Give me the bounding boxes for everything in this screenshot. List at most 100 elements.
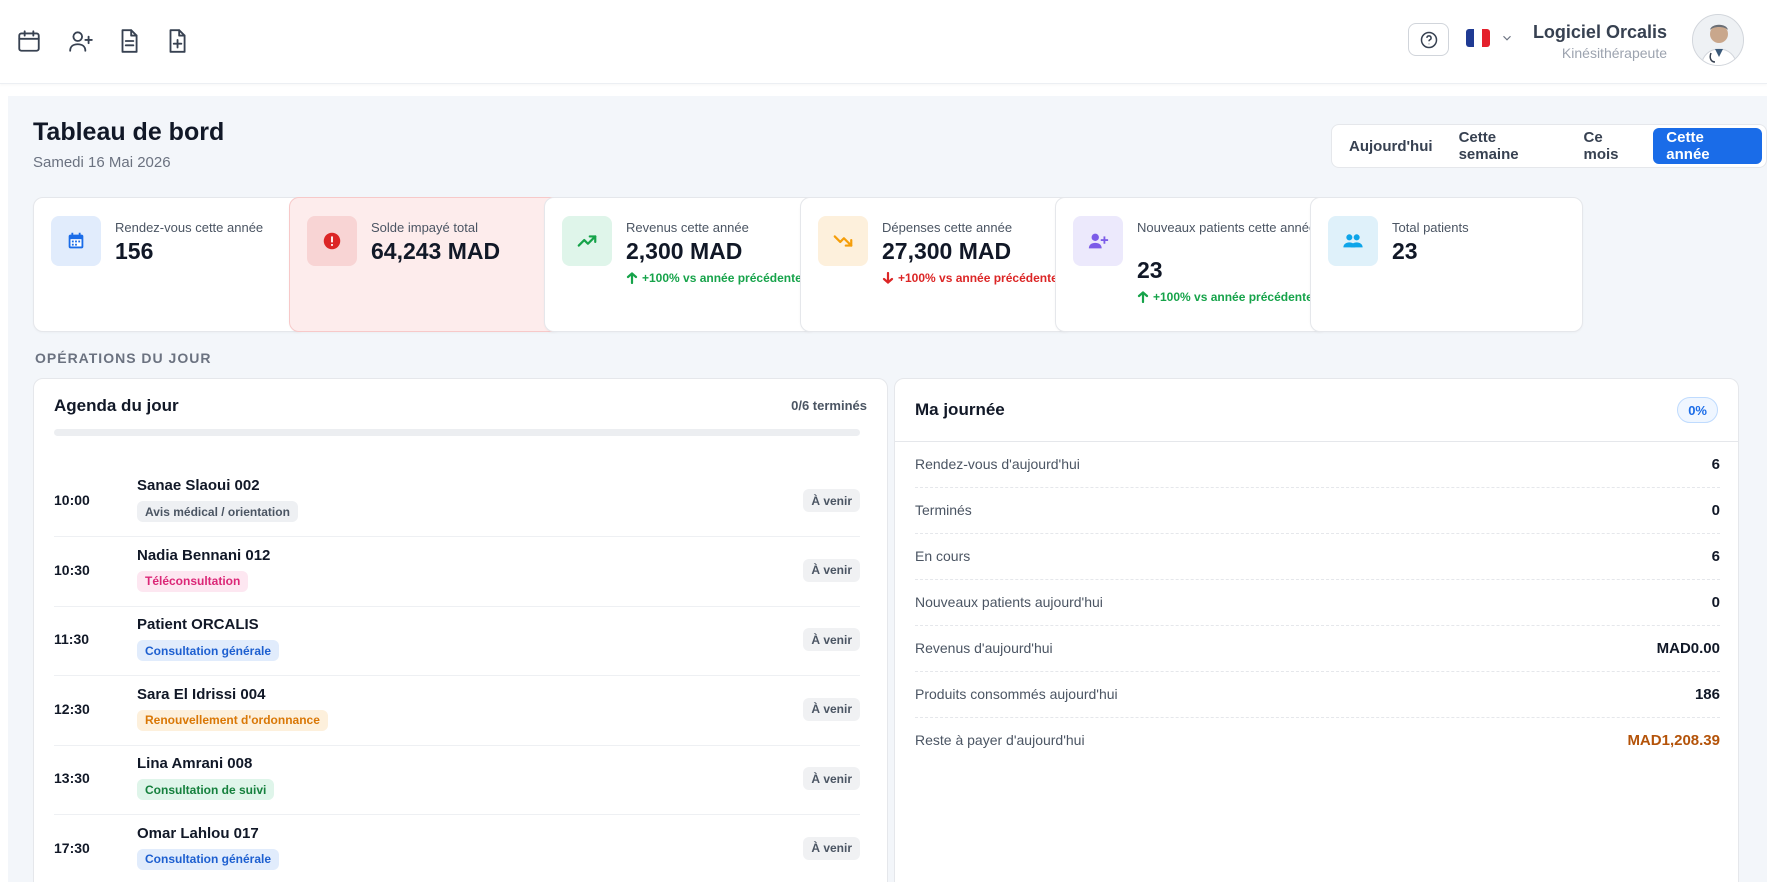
stat-trend-text: +100% vs année précédente (642, 271, 802, 285)
stat-trend-text: +100% vs année précédente (1153, 290, 1313, 304)
appt-time: 11:30 (54, 631, 90, 647)
appt-type-tag: Consultation générale (137, 848, 280, 870)
divider (895, 441, 1738, 442)
user-info[interactable]: Logiciel Orcalis Kinésithérapeute (1533, 22, 1667, 61)
help-icon (1420, 31, 1437, 48)
appt-patient-name: Sara El Idrissi 004 (137, 685, 266, 703)
appt-type-tag: Renouvellement d'ordonnance (137, 709, 328, 731)
stat-trend: +100% vs année précédente (882, 271, 1058, 285)
france-flag-icon (1466, 29, 1490, 47)
stat-trend: +100% vs année précédente (626, 271, 802, 285)
avatar[interactable] (1692, 14, 1744, 66)
calendar-icon[interactable] (14, 26, 44, 56)
appt-time: 12:30 (54, 700, 90, 717)
agenda-item[interactable]: 10:30 Nadia Bennani 012 Téléconsultation À … (54, 537, 860, 607)
day-row-value: MAD1,208.39 (1627, 732, 1720, 749)
day-row-value: MAD0.00 (1656, 640, 1720, 657)
day-summary-row: En cours 6 (915, 534, 1720, 580)
stat-value: 23 (1137, 257, 1163, 283)
main-content: Tableau de bord Samedi 16 Mai 2026 Aujou… (8, 96, 1767, 882)
stat-label: Dépenses cette année (882, 220, 1013, 235)
period-week-button[interactable]: Cette semaine (1458, 129, 1519, 163)
appt-patient-name: Lina Amrani 008 (137, 755, 253, 772)
day-row-label: En cours (915, 548, 971, 564)
chevron-down-icon (1503, 35, 1511, 41)
file-plus-icon[interactable] (162, 26, 192, 56)
section-title: OPÉRATIONS DU JOUR (35, 350, 212, 366)
appt-status-badge: À venir (803, 489, 860, 512)
appt-time: 17:30 (54, 839, 90, 856)
period-year-button[interactable]: Cette année (1653, 128, 1762, 164)
day-progress-badge: 0% (1677, 397, 1718, 423)
appt-status-badge: À venir (803, 628, 860, 651)
stat-value: 156 (115, 238, 154, 264)
user-plus-icon[interactable] (66, 26, 96, 56)
user-plus-icon (1073, 216, 1123, 266)
stat-trend-text: +100% vs année précédente (898, 271, 1058, 285)
appt-time: 10:30 (54, 561, 90, 578)
stat-label: Revenus cette année (626, 220, 749, 235)
day-row-value: 6 (1711, 548, 1720, 565)
agenda-title: Agenda du jour (54, 396, 179, 415)
day-row-label: Reste à payer d'aujourd'hui (915, 732, 1085, 748)
stat-label: Total patients (1392, 220, 1469, 235)
period-today-button[interactable]: Aujourd'hui (1349, 137, 1433, 155)
user-name: Logiciel Orcalis (1532, 22, 1667, 42)
appt-status-badge: À venir (803, 767, 860, 790)
stat-value: 27,300 MAD (882, 238, 1012, 264)
appt-type-tag: Consultation de suivi (137, 779, 275, 800)
user-role: Kinésithérapeute (1561, 45, 1667, 61)
stat-card-appointments[interactable]: Rendez-vous cette année 156 (33, 197, 306, 332)
day-row-label: Terminés (915, 502, 972, 518)
appt-status-badge: À venir (803, 558, 860, 582)
day-summary-row: Terminés 0 (915, 488, 1720, 534)
page-date: Samedi 16 Mai 2026 (33, 154, 171, 171)
agenda-item[interactable]: 11:30 Patient ORCALIS Consultation général… (54, 606, 860, 676)
day-summary-panel: Ma journée 0% Rendez-vous d'aujourd'hui 6… (894, 378, 1739, 882)
trending-down-icon (818, 216, 868, 266)
day-summary-row: Rendez-vous d'aujourd'hui 6 (915, 442, 1720, 488)
appt-patient-name: Nadia Bennani 012 (137, 546, 271, 564)
stat-card-revenue[interactable]: Revenus cette année 2,300 MAD +100% vs a… (544, 197, 817, 332)
agenda-item[interactable]: 17:30 Omar Lahlou 017 Consultation général… (54, 815, 860, 882)
day-row-label: Nouveaux patients aujourd'hui (915, 594, 1103, 610)
agenda-item[interactable]: 10:00 Sanae Slaoui 002 Avis médical / orie… (54, 467, 860, 537)
stat-label: Solde impayé total (371, 220, 478, 235)
agenda-panel: Agenda du jour 0/6 terminés 10:00 Sanae S… (33, 378, 888, 882)
page-title: Tableau de bord (33, 118, 225, 146)
day-row-label: Rendez-vous d'aujourd'hui (915, 456, 1080, 472)
stat-card-expenses[interactable]: Dépenses cette année 27,300 MAD +100% vs… (800, 197, 1073, 332)
appt-patient-name: Patient ORCALIS (137, 616, 259, 633)
stat-trend: +100% vs année précédente (1137, 290, 1313, 304)
agenda-item[interactable]: 13:30 Lina Amrani 008 Consultation de suiv… (54, 745, 860, 815)
arrow-up-icon (1137, 291, 1149, 303)
day-summary-row: Revenus d'aujourd'hui MAD0.00 (915, 626, 1720, 672)
appt-type-tag: Téléconsultation (137, 570, 249, 592)
document-icon[interactable] (114, 26, 144, 56)
arrow-down-icon (882, 272, 894, 284)
day-summary-row: Produits consommés aujourd'hui 186 (915, 672, 1720, 718)
agenda-item[interactable]: 12:30 Sara El Idrissi 004 Renouvellement d… (54, 676, 860, 746)
stat-card-total-patients[interactable]: Total patients 23 (1310, 197, 1583, 332)
day-title: Ma journée (915, 400, 1005, 419)
stat-label: Rendez-vous cette année (115, 220, 264, 235)
day-row-label: Revenus d'aujourd'hui (915, 640, 1053, 656)
stat-card-new-patients[interactable]: Nouveaux patients cette année 23 +100% v… (1055, 197, 1328, 332)
period-month-button[interactable]: Ce mois (1583, 129, 1619, 163)
agenda-progress-bar (54, 429, 860, 436)
calendar-icon (51, 216, 101, 266)
day-row-value: 0 (1711, 502, 1720, 519)
language-selector[interactable] (1466, 29, 1514, 47)
stat-value: 23 (1392, 238, 1418, 264)
day-row-value: 0 (1711, 594, 1720, 611)
day-row-value: 6 (1711, 456, 1720, 473)
help-button[interactable] (1408, 23, 1449, 56)
stat-value: 64,243 MAD (371, 238, 501, 264)
top-bar: Logiciel Orcalis Kinésithérapeute (0, 0, 1767, 84)
stat-label: Nouveaux patients cette année (1137, 220, 1317, 235)
agenda-count: 0/6 terminés (791, 398, 867, 413)
appt-time: 10:00 (54, 492, 90, 508)
day-row-label: Produits consommés aujourd'hui (915, 686, 1118, 702)
appt-patient-name: Omar Lahlou 017 (137, 824, 259, 842)
stat-card-unpaid-balance[interactable]: Solde impayé total 64,243 MAD (289, 197, 562, 332)
